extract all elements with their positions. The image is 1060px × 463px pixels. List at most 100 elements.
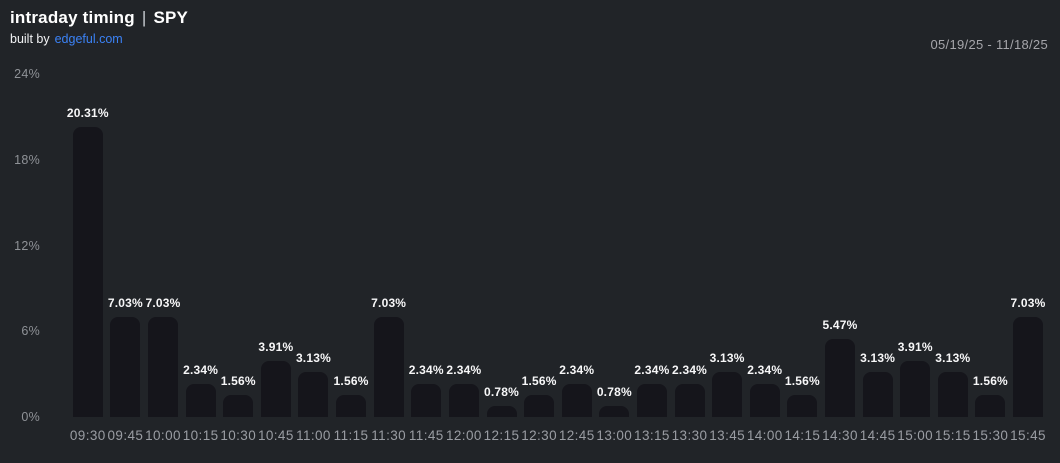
chart-header: intraday timing | SPY built by edgeful.c…	[0, 0, 1060, 56]
x-tick-label: 10:15	[182, 428, 219, 443]
x-tick-label: 11:45	[408, 428, 444, 443]
x-tick-label: 14:30	[822, 428, 858, 443]
bar	[561, 383, 592, 417]
x-tick-label: 14:45	[859, 428, 896, 443]
bar-slot: 2.34% 13:30	[671, 74, 709, 443]
x-tick-label: 12:30	[521, 428, 558, 443]
bar	[448, 383, 479, 417]
bar-slot: 2.34% 14:00	[746, 74, 784, 443]
bar-slot: 0.78% 12:15	[483, 74, 521, 443]
bar	[524, 394, 555, 417]
x-tick-label: 12:00	[445, 428, 482, 443]
bar-slot: 2.34% 12:45	[558, 74, 596, 443]
bar-slot: 3.13% 13:45	[708, 74, 746, 443]
bar	[411, 383, 442, 417]
bar-slot: 1.56% 11:15	[332, 74, 370, 443]
edgeful-link[interactable]: edgeful.com	[54, 32, 123, 46]
bar-value-label: 1.56%	[972, 373, 1008, 388]
bar	[72, 126, 103, 417]
bar-value-label: 20.31%	[66, 105, 109, 120]
bar	[223, 394, 254, 417]
bar-value-label: 2.34%	[408, 362, 444, 377]
bar	[599, 405, 630, 417]
title-separator: |	[141, 8, 147, 27]
x-tick-label: 09:45	[107, 428, 144, 443]
x-tick-label: 13:45	[709, 428, 746, 443]
bar	[486, 405, 517, 417]
bar-slot: 3.13% 15:15	[934, 74, 972, 443]
bar	[110, 316, 141, 417]
bar-value-label: 2.34%	[446, 362, 482, 377]
x-tick-label: 10:45	[257, 428, 294, 443]
bar	[937, 372, 968, 417]
bar	[862, 372, 893, 417]
bar-slot: 3.13% 14:45	[859, 74, 897, 443]
bar-slot: 7.03% 09:45	[107, 74, 145, 443]
bar	[260, 361, 291, 417]
bar-value-label: 2.34%	[672, 362, 708, 377]
bar-slot: 2.34% 11:45	[407, 74, 445, 443]
bar-value-label: 5.47%	[822, 317, 858, 332]
x-tick-label: 09:30	[69, 428, 106, 443]
bar	[712, 372, 743, 417]
title-block: intraday timing | SPY built by edgeful.c…	[10, 8, 188, 46]
bar-value-label: 7.03%	[371, 295, 407, 310]
bar	[824, 338, 855, 417]
bar-value-label: 1.56%	[784, 373, 820, 388]
x-tick-label: 13:00	[596, 428, 633, 443]
bar	[336, 394, 367, 417]
x-tick-label: 15:30	[972, 428, 1009, 443]
y-tick-label: 12%	[14, 238, 40, 253]
y-tick-label: 6%	[21, 324, 40, 339]
built-by-line: built by edgeful.com	[10, 32, 188, 46]
bar-slot: 2.34% 12:00	[445, 74, 483, 443]
bar-value-label: 0.78%	[596, 384, 632, 399]
bar	[674, 383, 705, 417]
bar	[148, 316, 179, 417]
bar-slot: 5.47% 14:30	[821, 74, 859, 443]
bar-value-label: 3.91%	[258, 340, 294, 355]
bar	[1013, 316, 1044, 417]
bar-slot: 1.56% 12:30	[520, 74, 558, 443]
bar-value-label: 3.13%	[935, 351, 971, 366]
bar-slot: 3.13% 11:00	[295, 74, 333, 443]
bar-value-label: 0.78%	[483, 384, 520, 399]
page-title: intraday timing | SPY	[10, 8, 188, 28]
x-tick-label: 13:15	[634, 428, 670, 443]
x-tick-label: 10:30	[220, 428, 257, 443]
bar-value-label: 2.34%	[747, 362, 783, 377]
bar-slot: 20.31% 09:30	[66, 74, 109, 443]
built-by-prefix: built by	[10, 32, 50, 46]
x-tick-label: 11:30	[371, 428, 407, 443]
bar-slot: 2.34% 10:15	[182, 74, 220, 443]
x-tick-label: 11:00	[296, 428, 331, 443]
bar	[636, 383, 667, 417]
y-tick-label: 18%	[14, 152, 40, 167]
bar-value-label: 7.03%	[145, 295, 181, 310]
x-tick-label: 10:00	[145, 428, 181, 443]
bar	[900, 361, 931, 417]
bar	[298, 372, 329, 417]
bar-slot: 7.03% 11:30	[370, 74, 408, 443]
bar-value-label: 1.56%	[333, 373, 369, 388]
bar-value-label: 2.34%	[634, 362, 670, 377]
bar-slot: 2.34% 13:15	[633, 74, 671, 443]
bar-slot: 3.91% 15:00	[896, 74, 934, 443]
date-range-label: 05/19/25 - 11/18/25	[930, 37, 1048, 52]
bar-slot: 7.03% 15:45	[1009, 74, 1047, 443]
bar-slot: 7.03% 10:00	[144, 74, 182, 443]
x-tick-label: 12:45	[558, 428, 595, 443]
plot-area: 20.31% 09:30 7.03% 09:45 7.03% 10:00 2.34% 10:1…	[66, 74, 1047, 443]
x-tick-label: 15:00	[897, 428, 934, 443]
x-tick-label: 11:15	[333, 428, 369, 443]
y-axis: 24% 18% 12% 6% 0%	[0, 67, 40, 424]
bar-value-label: 7.03%	[1010, 295, 1046, 310]
bar	[749, 383, 780, 417]
bar-slot: 1.56% 10:30	[219, 74, 257, 443]
bar-slot: 0.78% 13:00	[596, 74, 634, 443]
bar-value-label: 7.03%	[107, 295, 143, 310]
bar-value-label: 3.13%	[295, 351, 331, 366]
bar-value-label: 3.91%	[897, 340, 933, 355]
